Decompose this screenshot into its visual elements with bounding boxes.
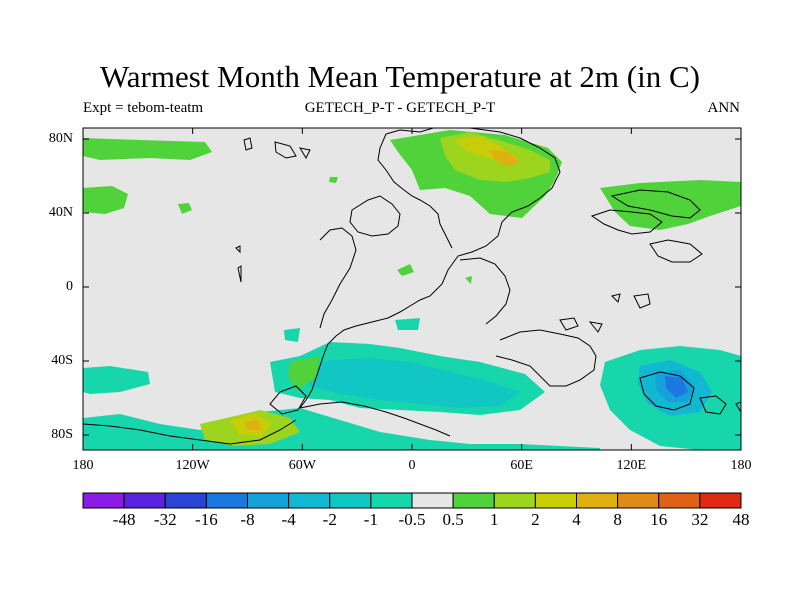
colorbar-swatch [699, 492, 742, 509]
coastline [235, 245, 241, 254]
coastline [633, 293, 651, 309]
colorbar-label: 48 [732, 510, 750, 529]
colorbar-swatch [164, 492, 207, 509]
y-tick-label: 80N [48, 131, 73, 146]
colorbar-swatch [411, 492, 454, 509]
colorbar-label: -48 [112, 510, 136, 529]
coastline [610, 189, 701, 219]
colorbar-swatch [576, 492, 619, 509]
y-tick-label: 80S [51, 427, 73, 442]
negative-anomaly-region [395, 318, 420, 330]
season-label: ANN [707, 100, 741, 116]
x-tick-label: 60E [510, 458, 533, 473]
colorbar-label: -16 [195, 510, 218, 529]
coastline [237, 265, 242, 283]
coastline [459, 257, 511, 325]
negative-anomaly-region [284, 328, 300, 342]
colorbar-swatch [493, 492, 536, 509]
colorbar-label: 8 [613, 510, 622, 529]
positive-anomaly-region [397, 264, 414, 276]
positive-anomaly-region [83, 186, 128, 214]
coastline [319, 227, 357, 329]
colorbar-label: 2 [531, 510, 540, 529]
positive-anomaly-region [178, 203, 192, 214]
coastline [377, 133, 453, 249]
colorbar-swatch [658, 492, 701, 509]
coastline [735, 401, 741, 413]
coastline [299, 128, 561, 409]
colorbar-label: 4 [572, 510, 581, 529]
x-tick-label: 60W [288, 458, 316, 473]
colorbar-label: -4 [281, 510, 296, 529]
tick-marks [82, 128, 742, 450]
colorbar-label: -8 [240, 510, 255, 529]
x-tick-label: 180 [730, 458, 752, 473]
positive-anomaly-region [465, 276, 472, 284]
negative-anomaly-region [83, 366, 150, 394]
x-tick-label: 120W [175, 458, 210, 473]
coastline [274, 141, 297, 159]
colorbar-swatch [617, 492, 660, 509]
coastline [639, 371, 695, 411]
colorbar-swatch [82, 492, 125, 509]
coastline [590, 209, 663, 235]
colorbar-label: -2 [322, 510, 337, 529]
positive-anomaly-region [329, 177, 338, 183]
coastline [611, 293, 621, 303]
negative-anomaly-region [300, 358, 520, 408]
anomaly-contours [83, 130, 741, 450]
y-tick-label: 40S [51, 353, 73, 368]
positive-anomaly-region [288, 356, 320, 390]
colorbar-label: 1 [490, 510, 499, 529]
coastline [349, 195, 401, 237]
colorbar-label: -1 [363, 510, 378, 529]
colorbar-label: 16 [650, 510, 668, 529]
coastline [298, 147, 311, 160]
colorbar-swatch [288, 492, 331, 509]
colorbar-swatch [329, 492, 372, 509]
y-tick-label: 40N [48, 205, 73, 220]
map-title: Warmest Month Mean Temperature at 2m (in… [100, 59, 700, 94]
colorbar-swatch [534, 492, 577, 509]
warm-anomaly-region [490, 150, 520, 166]
model-comparison-label: GETECH_P-T - GETECH_P-T [304, 100, 496, 116]
colorbar-swatch [370, 492, 413, 509]
warm-anomaly-region [244, 420, 262, 430]
colorbar-label: 32 [691, 510, 709, 529]
colorbar-label: -32 [153, 510, 177, 529]
colorbar-label: 0.5 [442, 510, 464, 529]
experiment-label: Expt = tebom-teatm [83, 100, 204, 116]
x-tick-label: 120E [616, 458, 647, 473]
coastline [495, 329, 597, 387]
positive-anomaly-region [600, 180, 741, 230]
colorbar-label: -0.5 [398, 510, 426, 529]
colorbar-swatch [123, 492, 166, 509]
coastline [699, 395, 727, 415]
coastlines [83, 128, 741, 445]
colorbar-swatch [205, 492, 248, 509]
coastline [559, 317, 579, 331]
coastline [83, 419, 297, 445]
x-tick-label: 0 [408, 458, 416, 473]
colorbar-swatch [247, 492, 290, 509]
colorbar-swatch [452, 492, 495, 509]
x-tick-label: 180 [72, 458, 94, 473]
coastline [588, 321, 603, 333]
colorbar [82, 492, 742, 509]
coastline [649, 239, 703, 263]
negative-anomaly-region [665, 376, 688, 398]
y-tick-label: 0 [66, 279, 73, 294]
positive-anomaly-region [83, 138, 212, 160]
coastline [269, 385, 307, 415]
coastline [243, 137, 253, 151]
coastline [299, 401, 451, 437]
